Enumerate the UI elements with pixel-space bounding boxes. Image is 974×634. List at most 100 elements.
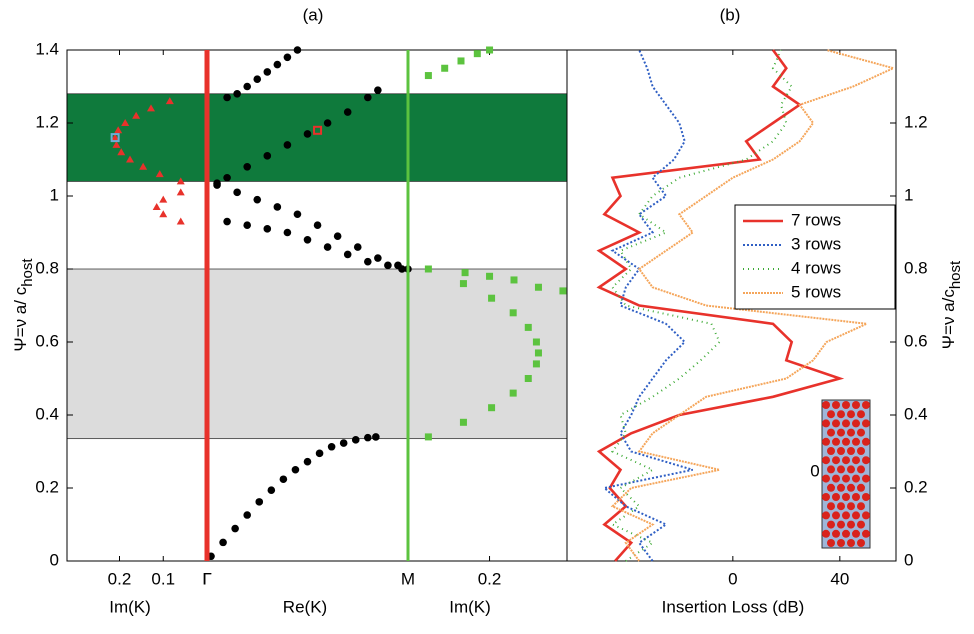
- point: [441, 65, 448, 72]
- point: [274, 203, 282, 211]
- inset-cylinder: [852, 419, 860, 427]
- legend-label: 7 rows: [791, 210, 841, 229]
- inset-cylinder: [827, 502, 835, 510]
- x-axis-label: Im(K): [109, 597, 151, 616]
- y-tick-label: 1.2: [904, 112, 928, 131]
- inset-cylinder: [852, 530, 860, 538]
- point: [243, 163, 251, 171]
- inset-cylinder: [862, 456, 870, 464]
- inset-cylinder: [842, 456, 850, 464]
- point: [213, 181, 221, 189]
- inset-cylinder: [857, 447, 865, 455]
- inset-cylinder: [842, 401, 850, 409]
- y-tick-label: 1.4: [35, 39, 59, 58]
- inset-cylinder: [827, 539, 835, 547]
- x-axis-label: Insertion Loss (dB): [662, 597, 805, 616]
- point: [243, 221, 251, 229]
- inset-cylinder: [827, 410, 835, 418]
- inset-cylinder: [832, 456, 840, 464]
- point: [334, 232, 342, 240]
- point: [243, 511, 251, 519]
- inset-cylinder: [837, 502, 845, 510]
- inset-cylinder: [832, 475, 840, 483]
- point: [344, 108, 352, 116]
- y-axis-label-main: Ψ=ν a/ c: [11, 286, 30, 351]
- point: [462, 269, 469, 276]
- y-tick-label: 0: [904, 550, 913, 569]
- x-axis-label: Re(K): [283, 597, 327, 616]
- point: [559, 287, 566, 294]
- point: [233, 90, 241, 98]
- point: [223, 174, 231, 182]
- inset-cylinder: [862, 530, 870, 538]
- panel-title: (a): [303, 5, 324, 24]
- inset-cylinder: [837, 429, 845, 437]
- y-axis-label-sub: host: [947, 260, 964, 289]
- point: [535, 284, 542, 291]
- inset-cylinder: [822, 456, 830, 464]
- inset-cylinder: [847, 429, 855, 437]
- point: [352, 436, 360, 444]
- panel-title: (b): [720, 5, 741, 24]
- point: [280, 475, 288, 483]
- point: [243, 83, 251, 91]
- x-axis-label: Im(K): [449, 597, 491, 616]
- point: [488, 295, 495, 302]
- inset-cylinder: [852, 401, 860, 409]
- inset-cylinder: [847, 410, 855, 418]
- point: [264, 152, 272, 160]
- inset-cylinder: [837, 539, 845, 547]
- point: [231, 525, 239, 533]
- point: [425, 433, 432, 440]
- x-tick-label: M: [401, 569, 415, 588]
- y-axis-label-main: Ψ=ν a/c: [939, 289, 958, 350]
- inset-cylinder: [832, 511, 840, 519]
- point: [304, 458, 312, 466]
- inset-cylinder: [837, 447, 845, 455]
- point: [304, 130, 312, 138]
- inset-cylinder: [842, 530, 850, 538]
- y-tick-label: 0.4: [35, 404, 59, 423]
- point: [304, 236, 312, 244]
- point: [294, 46, 302, 54]
- band: [67, 269, 567, 439]
- x-tick-label: 0: [728, 569, 737, 588]
- inset-cylinder: [822, 530, 830, 538]
- inset-cylinder: [837, 521, 845, 529]
- y-axis-label-sub: host: [19, 258, 36, 287]
- inset-cylinder: [837, 465, 845, 473]
- point: [488, 404, 495, 411]
- y-tick-label: 1: [50, 185, 59, 204]
- inset-cylinder: [822, 419, 830, 427]
- inset-cylinder: [862, 401, 870, 409]
- inset-cylinder: [857, 429, 865, 437]
- point: [294, 210, 302, 218]
- inset-cylinder: [842, 419, 850, 427]
- point: [233, 189, 241, 197]
- point: [510, 390, 517, 397]
- point: [460, 419, 467, 426]
- point: [533, 339, 540, 346]
- inset-cylinder: [862, 511, 870, 519]
- x-tick-label: 0.2: [108, 569, 132, 588]
- inset-cylinder: [852, 511, 860, 519]
- inset-cylinder: [827, 465, 835, 473]
- inset-cylinder: [822, 475, 830, 483]
- inset-cylinder: [852, 456, 860, 464]
- inset-cylinder: [857, 465, 865, 473]
- point: [372, 433, 380, 441]
- x-tick-label: 40: [830, 569, 849, 588]
- y-tick-label: 0: [50, 550, 59, 569]
- point: [223, 94, 231, 102]
- inset-cylinder: [862, 419, 870, 427]
- x-tick-label: 0.1: [151, 569, 175, 588]
- point: [364, 94, 372, 102]
- inset-cylinder: [822, 511, 830, 519]
- point: [384, 262, 392, 270]
- inset-cylinder: [847, 465, 855, 473]
- legend-label: 5 rows: [791, 282, 841, 301]
- point: [324, 243, 332, 251]
- point: [340, 439, 348, 447]
- point: [425, 72, 432, 79]
- inset-cylinder: [847, 539, 855, 547]
